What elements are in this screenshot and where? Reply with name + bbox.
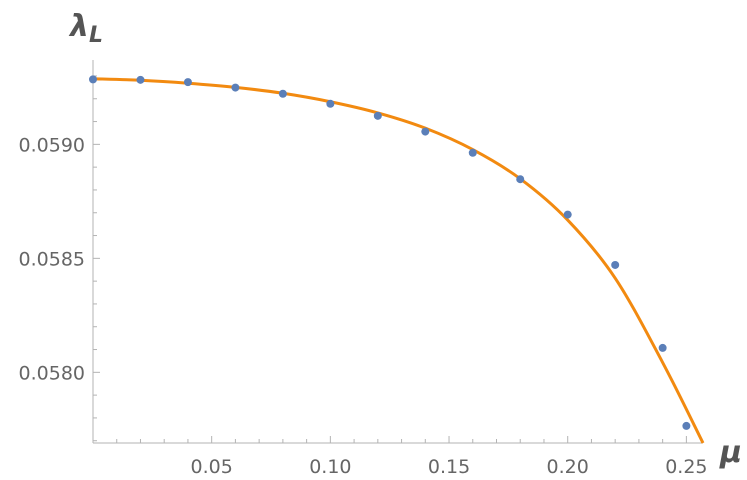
x-tick-label: 0.25: [665, 456, 707, 478]
data-point: [563, 210, 572, 219]
x-tick-label: 0.05: [191, 456, 233, 478]
data-point: [468, 148, 477, 157]
x-tick-label: 0.15: [428, 456, 470, 478]
data-points-layer: [89, 75, 691, 430]
tick-marks: [93, 75, 687, 443]
x-tick-label: 0.10: [309, 456, 351, 478]
data-point: [658, 343, 667, 352]
data-point: [373, 111, 382, 120]
x-tick-label: 0.20: [547, 456, 589, 478]
axes: [92, 60, 703, 444]
data-point: [136, 75, 145, 84]
y-axis-label-main: λ: [68, 9, 89, 44]
data-point: [231, 83, 240, 92]
data-point: [89, 75, 97, 84]
tick-labels: 0.05 0.10 0.15 0.20 0.25 0.0580 0.0585 0.0590: [19, 134, 708, 478]
data-point: [516, 175, 525, 184]
x-axis-label: μ: [719, 435, 742, 470]
y-tick-label: 0.0580: [19, 362, 85, 384]
data-point: [278, 89, 287, 98]
data-point: [682, 421, 691, 430]
fit-curve-layer: [92, 77, 705, 444]
data-point: [611, 260, 620, 269]
fit-curve: [92, 77, 705, 444]
y-tick-label: 0.0590: [19, 134, 85, 156]
y-tick-label: 0.0585: [19, 248, 85, 270]
y-axis-label-subscript: L: [89, 23, 103, 48]
data-point: [421, 127, 430, 136]
y-axis-label: λL: [68, 9, 103, 48]
data-point: [326, 99, 335, 108]
data-point: [183, 78, 192, 87]
